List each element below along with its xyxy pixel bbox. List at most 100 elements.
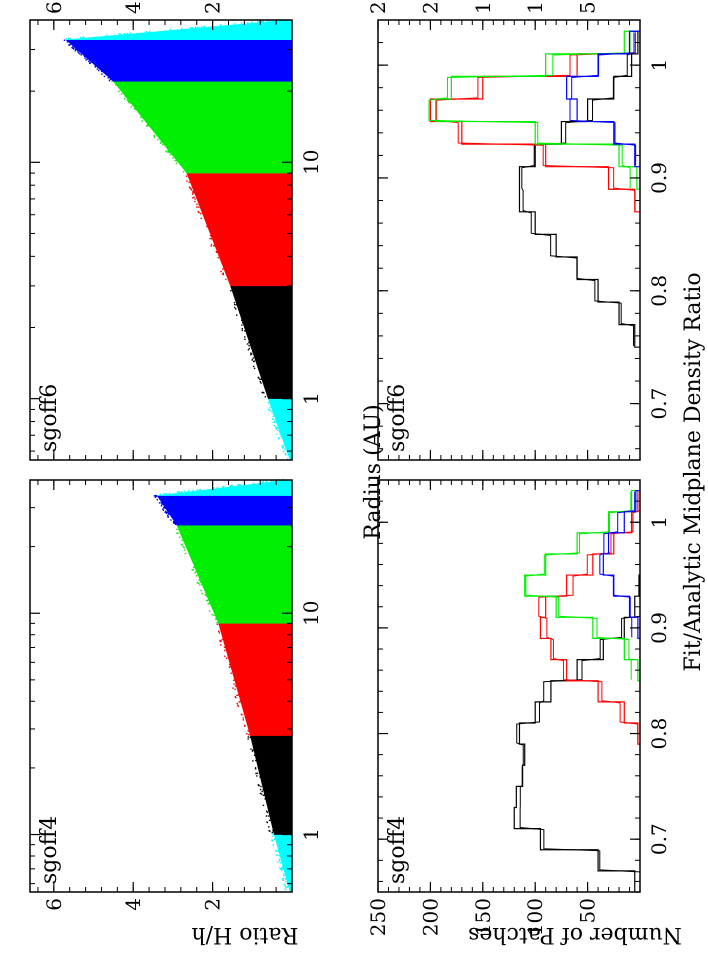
- scatter-point: [179, 536, 181, 538]
- scatter-point: [236, 484, 239, 486]
- y-tick-label: 2: [201, 898, 225, 911]
- scatter-point: [174, 159, 176, 162]
- scatter-point: [165, 492, 167, 495]
- scatter-point: [165, 512, 168, 514]
- scatter-point: [284, 886, 287, 888]
- scatter-point: [260, 785, 262, 788]
- scatter-point: [260, 793, 263, 795]
- scatter-point: [198, 211, 200, 214]
- scatter-point: [166, 151, 169, 153]
- scatter-point: [240, 319, 243, 322]
- y-tick-label: 250: [366, 0, 390, 14]
- scatter-point: [219, 640, 221, 642]
- scatter-point: [77, 51, 79, 53]
- scatter-point: [199, 488, 201, 491]
- y-tick-label: 50: [576, 898, 600, 923]
- scatter-point: [210, 238, 213, 240]
- scatter-point: [241, 713, 243, 716]
- scatter-point: [267, 815, 270, 817]
- histogram-series-black-variant: [516, 576, 641, 891]
- scatter-point: [197, 573, 199, 576]
- scatter-point: [146, 125, 148, 127]
- scatter-point: [196, 206, 198, 208]
- scatter-point: [118, 90, 120, 93]
- scatter-point: [86, 58, 88, 60]
- scatter-point: [197, 206, 200, 208]
- scatter-point: [262, 789, 264, 791]
- scatter-point: [218, 632, 220, 634]
- scatter-point: [281, 445, 283, 447]
- scatter-point: [248, 347, 251, 350]
- scatter-point: [252, 357, 254, 359]
- scatter-point: [230, 290, 232, 292]
- scatter-point: [178, 491, 181, 493]
- scatter-point: [283, 873, 285, 875]
- scatter-point: [248, 344, 250, 347]
- scatter-point: [284, 884, 286, 887]
- scatter-point: [244, 338, 246, 341]
- scatter-point: [280, 435, 283, 438]
- scatter-point: [222, 273, 225, 276]
- y-axis-label-ratio: Ratio H/h: [191, 922, 298, 947]
- scatter-point: [223, 649, 226, 652]
- plot-frame: [29, 479, 293, 893]
- scatter-point: [272, 835, 274, 838]
- scatter-point: [167, 150, 170, 152]
- scatter-point: [148, 30, 151, 33]
- scatter-point: [126, 99, 128, 101]
- scatter-point: [225, 278, 227, 281]
- x-tick-label: 0.7: [647, 823, 671, 855]
- scatter-point: [200, 589, 202, 592]
- scatter-point: [176, 532, 178, 534]
- scatter-point: [284, 878, 287, 880]
- scatter-point: [247, 733, 250, 736]
- scatter-point: [108, 79, 111, 82]
- scatter-point: [259, 792, 262, 795]
- scatter-point: [172, 157, 174, 159]
- scatter-point: [241, 327, 243, 330]
- y-axis-label-patches: Number of Patches: [468, 922, 682, 947]
- scatter-point: [237, 704, 239, 706]
- scatter-point: [185, 175, 188, 177]
- scatter-point: [94, 65, 96, 67]
- scatter-point: [129, 102, 131, 104]
- y-tick-label: 2: [201, 1, 225, 14]
- scatter-point: [240, 22, 243, 24]
- scatter-point: [262, 20, 265, 23]
- scatter-point: [250, 353, 253, 355]
- scatter-point: [262, 481, 265, 483]
- scatter-point: [239, 701, 241, 703]
- scatter-point: [153, 495, 156, 497]
- scatter-point: [203, 25, 205, 28]
- scatter-point: [167, 149, 169, 151]
- scatter-point: [264, 798, 266, 800]
- scatter-point: [236, 694, 238, 697]
- scatter-point: [77, 49, 79, 51]
- scatter-point: [282, 445, 285, 448]
- scatter-point: [285, 881, 287, 883]
- scatter-point: [69, 37, 71, 40]
- scatter-point: [272, 421, 274, 424]
- scatter-point: [83, 55, 86, 58]
- scatter-point: [201, 592, 203, 595]
- scatter-point: [275, 421, 278, 424]
- scatter-point: [228, 663, 231, 666]
- x-tick-label: 1: [647, 59, 671, 72]
- scatter-point: [126, 32, 129, 35]
- scatter-point: [192, 191, 194, 194]
- scatter-point: [272, 418, 274, 420]
- x-tick-label: 0.9: [647, 612, 671, 644]
- scatter-point: [182, 545, 184, 548]
- y-tick-label: 6: [42, 898, 66, 911]
- scatter-point: [68, 44, 71, 46]
- scatter-point: [232, 687, 234, 689]
- histogram-series-red-variant: [538, 491, 641, 744]
- scatter-point: [259, 381, 261, 383]
- scatter-point: [253, 367, 256, 370]
- scatter-point: [161, 502, 163, 505]
- scatter-point: [168, 151, 170, 153]
- scatter-point: [275, 428, 278, 430]
- scatter-point: [282, 867, 284, 869]
- plot-frame: [377, 19, 641, 461]
